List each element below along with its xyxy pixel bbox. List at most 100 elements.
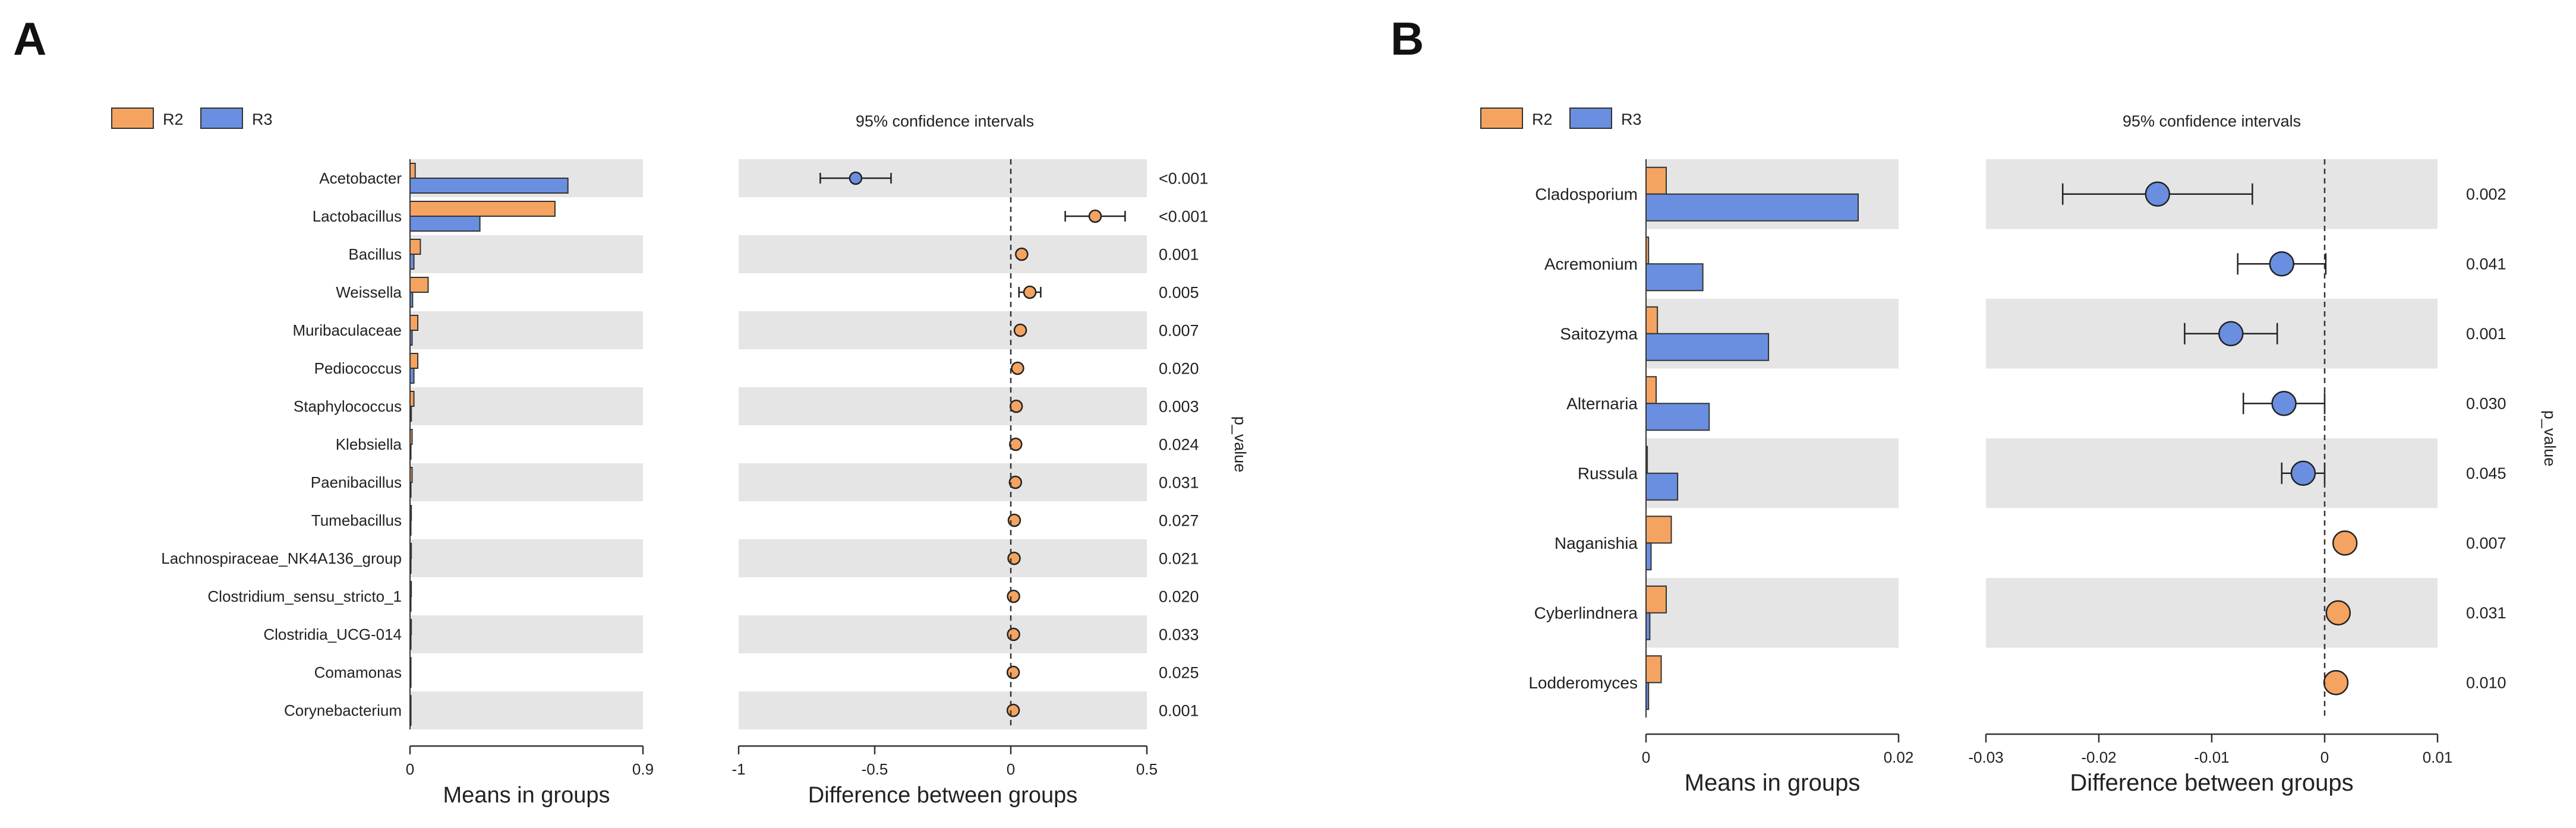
- p-value-label: 0.031: [1159, 473, 1199, 491]
- p-value-label: 0.007: [1159, 321, 1199, 339]
- legend-label-r2: R2: [163, 110, 184, 128]
- row-stripe-means: [410, 387, 643, 425]
- diff-tick-label: 0.01: [2423, 748, 2453, 766]
- diff-point: [2325, 600, 2351, 625]
- diff-tick-label: -0.01: [2194, 748, 2229, 766]
- p-value-label: 0.027: [1159, 511, 1199, 529]
- legend-label-r3: R3: [1621, 110, 1642, 128]
- p-value-label: <0.001: [1159, 169, 1208, 187]
- category-label: Lactobacillus: [313, 207, 402, 225]
- legend-swatch-r3: [1569, 108, 1612, 129]
- p-value-label: 0.021: [1159, 549, 1199, 567]
- diff-point: [2269, 251, 2295, 277]
- row-stripe-diff: [739, 539, 1147, 577]
- row-stripe-means: [410, 311, 643, 349]
- bar-r3: [409, 216, 481, 232]
- diff-point: [2271, 391, 2297, 416]
- ci-title: 95% confidence intervals: [2123, 112, 2301, 130]
- legend-swatch-r3: [200, 108, 243, 129]
- bar-r2: [1645, 585, 1667, 614]
- row-stripe-diff: [1986, 438, 2438, 508]
- bar-r2: [409, 277, 429, 293]
- category-label: Acetobacter: [319, 169, 402, 187]
- legend-swatch-r2: [1480, 108, 1523, 129]
- p-value-label: 0.005: [1159, 283, 1199, 301]
- diff-point: [1008, 475, 1023, 489]
- p-value-label: 0.030: [2466, 395, 2506, 413]
- bar-r3: [409, 178, 569, 194]
- diff-point: [1013, 323, 1027, 337]
- diff-point: [1008, 437, 1023, 451]
- p-value-label: 0.001: [1159, 245, 1199, 263]
- category-label: Clostridium_sensu_stricto_1: [207, 587, 402, 605]
- p-value-label: 0.020: [1159, 359, 1199, 377]
- p-value-label: 0.007: [2466, 535, 2506, 552]
- p-value-label: 0.001: [2466, 325, 2506, 343]
- diff-point: [1015, 247, 1029, 261]
- category-label: Bacillus: [348, 245, 402, 263]
- legend-label-r3: R3: [252, 110, 273, 128]
- bar-r2: [409, 201, 556, 217]
- category-label: Corynebacterium: [284, 701, 402, 719]
- p-value-label: 0.031: [2466, 604, 2506, 622]
- category-label: Naganishia: [1555, 534, 1638, 552]
- row-stripe-means: [410, 235, 643, 273]
- means-tick-label: 0: [406, 760, 414, 778]
- diff-point: [1007, 551, 1021, 565]
- bar-r2: [1645, 376, 1657, 404]
- panel-label: A: [13, 12, 46, 65]
- means-tick-label: 0: [1642, 748, 1650, 766]
- p-value-label: 0.041: [2466, 255, 2506, 273]
- row-stripe-diff: [739, 463, 1147, 501]
- diff-tick-label: -0.02: [2081, 748, 2116, 766]
- diff-point: [1006, 703, 1020, 718]
- diff-tick-label: 0: [1007, 760, 1015, 778]
- legend-label-r2: R2: [1532, 110, 1553, 128]
- row-stripe-means: [410, 539, 643, 577]
- p-value-label: 0.020: [1159, 587, 1199, 605]
- diff-point: [1006, 665, 1020, 680]
- legend-swatch-r2: [111, 108, 154, 129]
- p-value-label: 0.033: [1159, 625, 1199, 643]
- p-value-label: 0.024: [1159, 435, 1199, 453]
- diff-point: [2290, 460, 2316, 486]
- panel-a: A R2 R3 95% confidence intervals Acetobacter…: [13, 12, 1249, 808]
- p-value-label: <0.001: [1159, 207, 1208, 225]
- bar-r3: [1645, 193, 1859, 222]
- bar-r2: [409, 163, 416, 179]
- row-stripe-diff: [739, 691, 1147, 729]
- bar-r2: [409, 315, 419, 331]
- category-label: Staphylococcus: [294, 397, 402, 415]
- category-label: Tumebacillus: [311, 511, 402, 529]
- diff-tick-label: 0: [2320, 748, 2329, 766]
- category-label: Cyberlindnera: [1534, 604, 1638, 622]
- panel-b: B R2 R3 95% confidence intervals Cladosporiu…: [1391, 12, 2559, 796]
- diff-tick-label: -1: [732, 760, 745, 778]
- p-value-label: 0.003: [1159, 397, 1199, 415]
- row-stripe-means: [410, 691, 643, 729]
- diff-tick-label: 0.5: [1136, 760, 1158, 778]
- row-stripe-diff: [739, 615, 1147, 653]
- bar-r2: [1645, 306, 1659, 334]
- bar-r3: [1645, 263, 1704, 292]
- p-value-label: 0.025: [1159, 663, 1199, 681]
- row-stripe-diff: [739, 387, 1147, 425]
- category-label: Muribaculaceae: [292, 321, 402, 339]
- p-value-label: 0.001: [1159, 701, 1199, 719]
- p-value-axis-title: p_value: [1231, 416, 1249, 473]
- means-tick-label: 0.9: [632, 760, 654, 778]
- diff-point: [2323, 670, 2349, 696]
- diff-point: [1011, 361, 1024, 375]
- diff-point: [2145, 181, 2171, 207]
- row-stripe-diff: [1986, 578, 2438, 648]
- row-stripe-diff: [739, 311, 1147, 349]
- bar-r3: [1645, 542, 1652, 571]
- ci-title: 95% confidence intervals: [856, 112, 1034, 130]
- category-label: Russula: [1578, 464, 1638, 483]
- category-label: Lachnospiraceae_NK4A136_group: [161, 549, 402, 567]
- category-label: Paenibacillus: [311, 473, 402, 491]
- bar-r2: [1645, 166, 1667, 195]
- p-value-label: 0.002: [2466, 185, 2506, 203]
- category-label: Alternaria: [1566, 394, 1638, 413]
